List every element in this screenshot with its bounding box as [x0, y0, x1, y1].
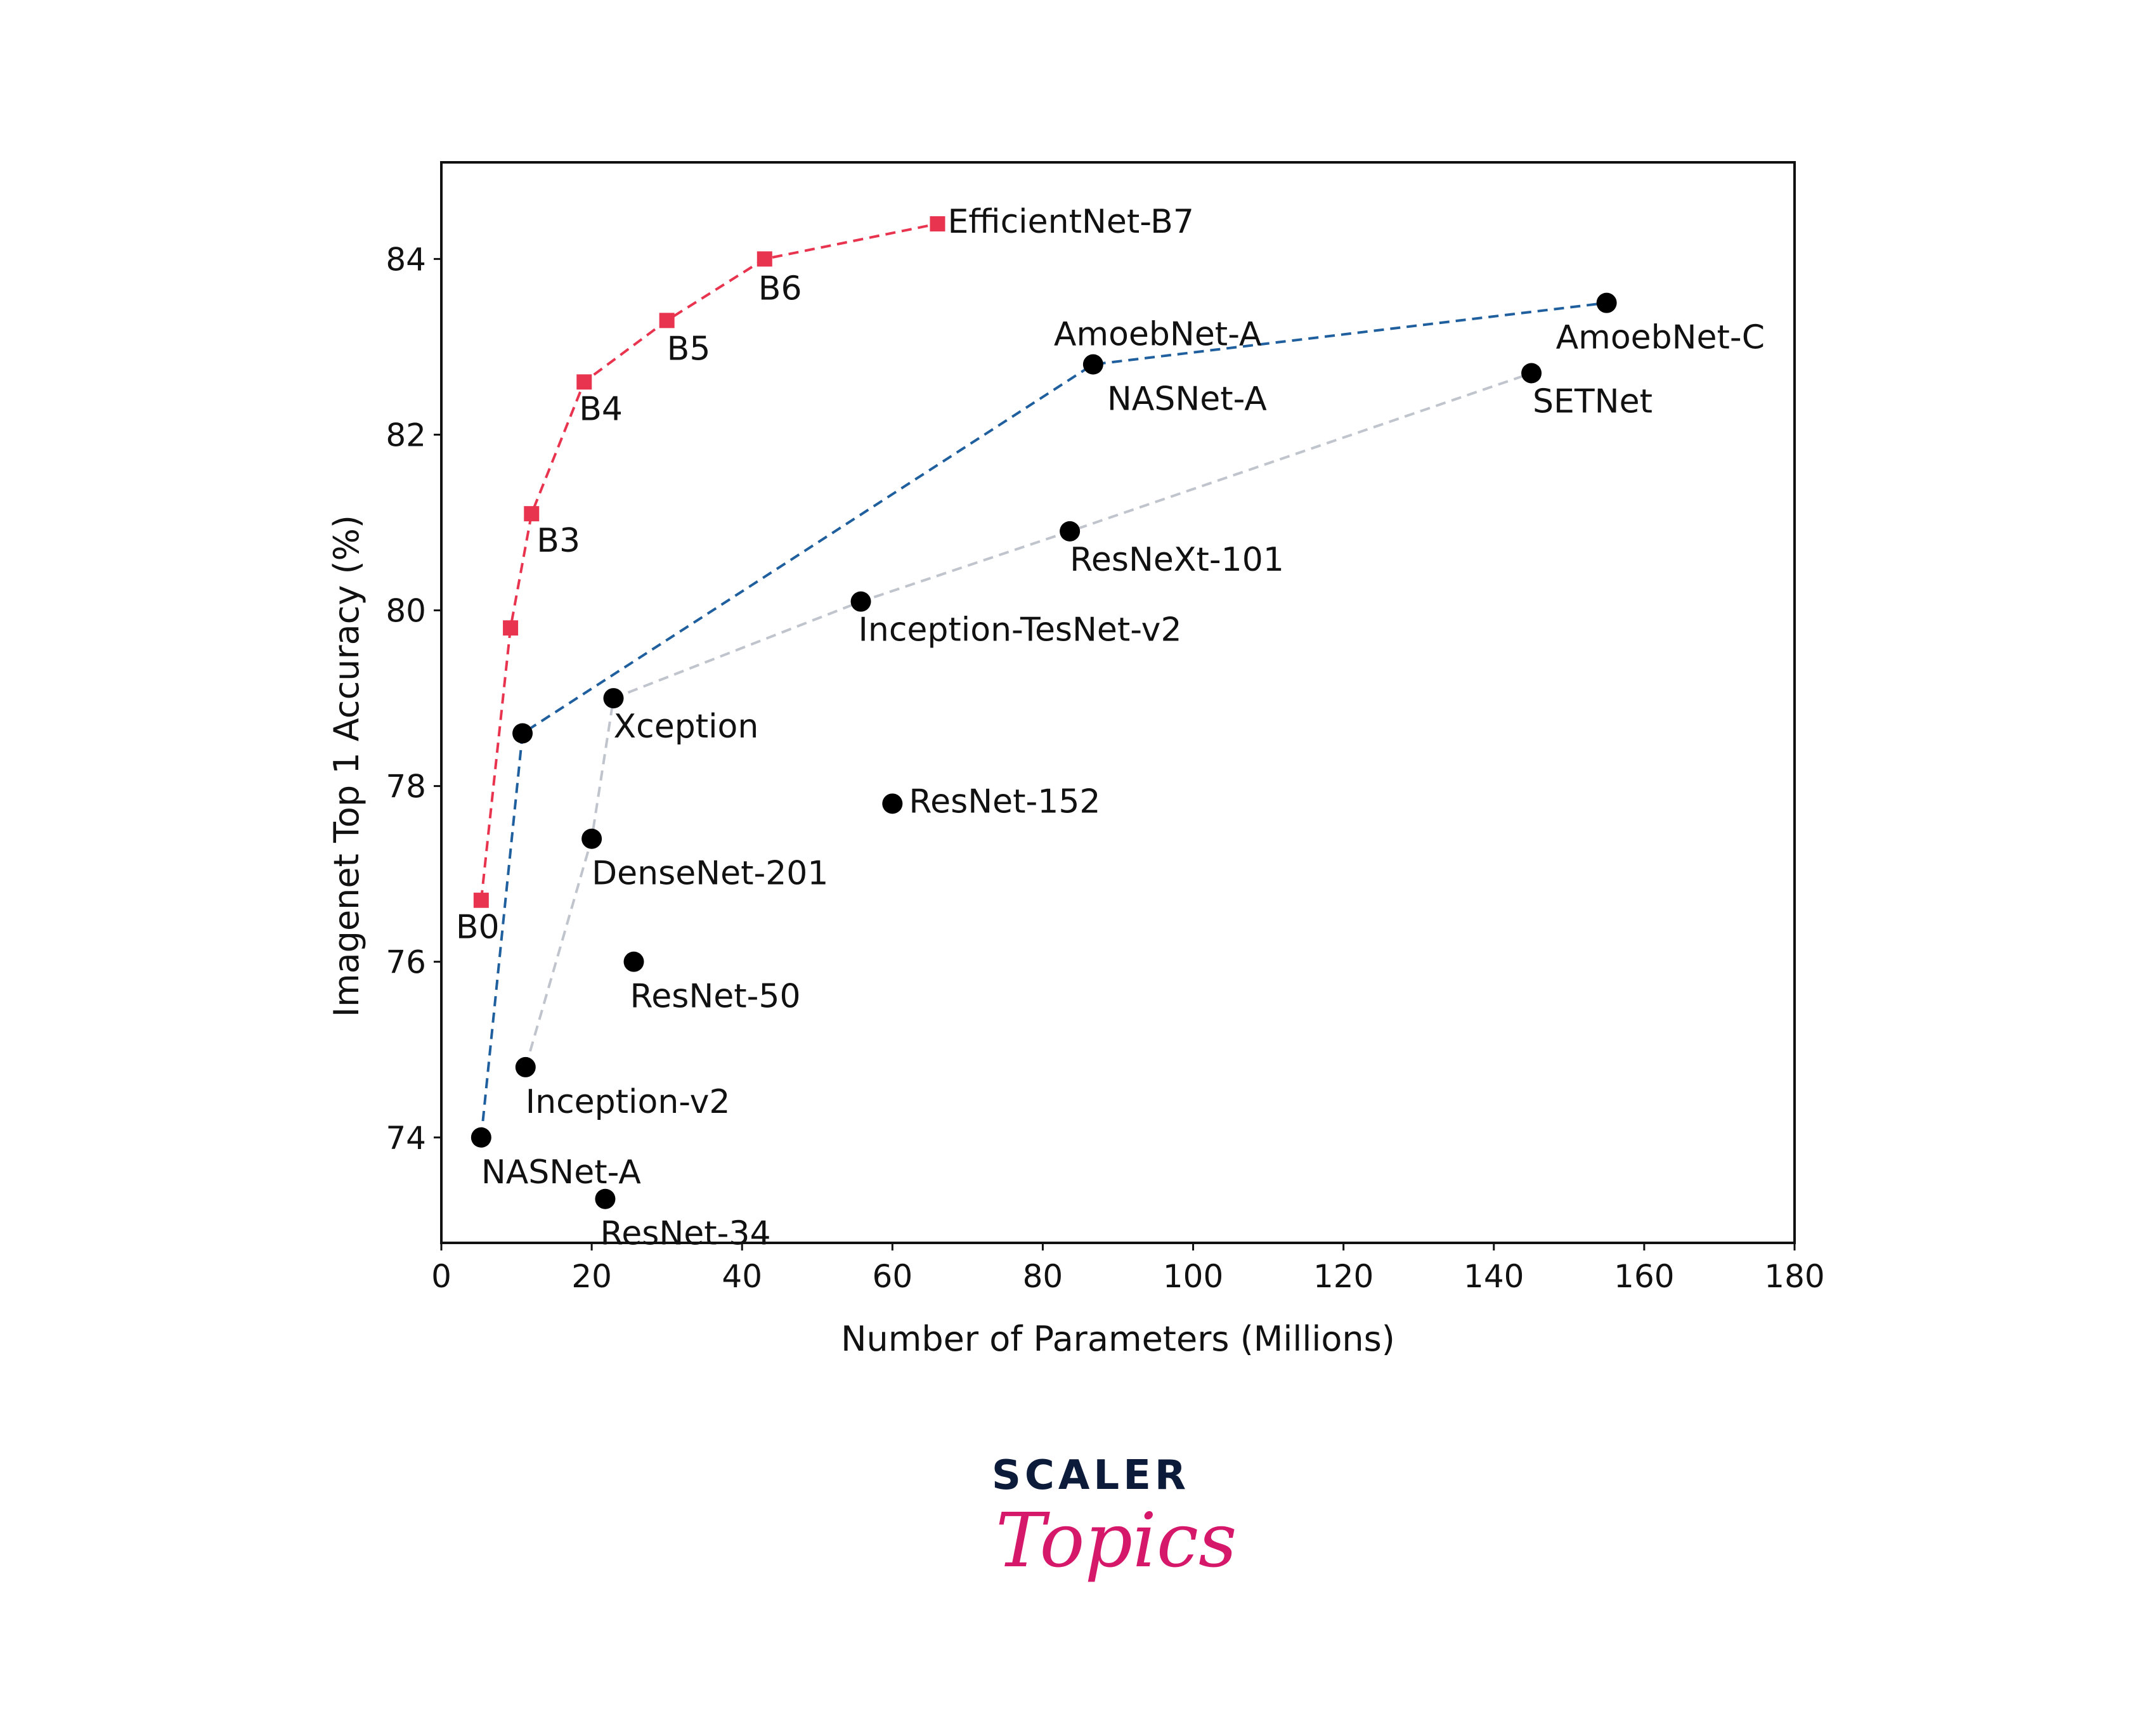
data-point-nas [1596, 292, 1617, 313]
y-axis-label: Imagenet Top 1 Accuracy (%) [327, 515, 367, 1017]
point-label: ResNeXt-101 [1070, 541, 1284, 579]
data-point-handcrafted [1521, 363, 1542, 384]
point-label: DenseNet-201 [592, 855, 828, 893]
series-line-nas [479, 301, 1607, 1138]
y-tick-label: 82 [386, 417, 426, 453]
point-label: Inception-TesNet-v2 [859, 611, 1182, 649]
data-point-efficientnet [930, 216, 945, 231]
point-label: ResNet-152 [909, 783, 1100, 821]
y-tick-label: 80 [386, 593, 426, 630]
data-point-efficientnet [473, 892, 489, 908]
point-label: NASNet-A [481, 1153, 641, 1192]
logo-scaler-text: SCALER [991, 1452, 1190, 1499]
data-point-efficientnet [757, 251, 772, 267]
point-label: B6 [758, 270, 802, 308]
data-point-nas [471, 1127, 491, 1148]
point-label: NASNet-A [1107, 380, 1267, 419]
data-point-handcrafted [515, 1056, 536, 1077]
point-label: Xception [613, 708, 758, 746]
x-tick-label: 100 [1163, 1258, 1223, 1295]
x-tick-label: 160 [1614, 1258, 1674, 1295]
point-label: B4 [579, 390, 623, 428]
scaler-topics-logo: SCALER Topics [989, 1452, 1237, 1642]
series-line-handcrafted [524, 372, 1532, 1068]
x-tick-label: 80 [1023, 1258, 1063, 1295]
point-label: B5 [667, 330, 711, 368]
point-label: Inception-v2 [526, 1083, 731, 1121]
data-point-efficientnet [503, 620, 519, 636]
x-tick-label: 0 [431, 1258, 451, 1295]
data-point-standalone [882, 793, 903, 814]
data-point-handcrafted [1060, 521, 1081, 542]
y-tick-label: 84 [386, 241, 426, 278]
point-label: ResNet-34 [600, 1215, 770, 1253]
data-point-handcrafted [850, 591, 871, 612]
data-point-handcrafted [603, 688, 624, 709]
y-tick-label: 78 [386, 769, 426, 805]
y-axis-ticks: 74 76 78 80 82 84 [386, 241, 441, 1157]
x-tick-label: 120 [1313, 1258, 1373, 1295]
point-label: AmoebNet-A [1054, 316, 1262, 354]
x-tick-label: 20 [571, 1258, 612, 1295]
point-labels: B0 B3 B4 B5 B6 EfficientNet-B7 NASNet-A NASNet-… [456, 203, 1765, 1253]
logo-topics-text: Topics [996, 1497, 1237, 1584]
x-tick-label: 40 [722, 1258, 762, 1295]
data-point-efficientnet [659, 313, 675, 328]
point-label: AmoebNet-C [1556, 319, 1765, 357]
x-tick-label: 180 [1764, 1258, 1824, 1295]
point-label: SETNet [1533, 382, 1653, 420]
data-point-efficientnet [524, 506, 540, 522]
x-tick-label: 60 [873, 1258, 913, 1295]
data-point-nas [512, 723, 533, 744]
point-label: EfficientNet-B7 [947, 203, 1193, 241]
y-tick-label: 74 [386, 1120, 426, 1157]
data-point-nas [1082, 354, 1103, 375]
point-label: B3 [536, 522, 580, 560]
x-axis-ticks: 0 20 40 60 80 100 120 140 160 180 [431, 1243, 1825, 1295]
series-markers [471, 216, 1617, 1209]
data-point-efficientnet [576, 374, 592, 390]
data-point-standalone [623, 951, 644, 972]
data-point-handcrafted [581, 828, 602, 849]
data-point-standalone [595, 1188, 616, 1209]
series-line-efficientnet [479, 223, 938, 900]
point-label: B0 [456, 909, 500, 947]
plot-area-frame [440, 161, 1796, 1244]
point-label: ResNet-50 [630, 978, 801, 1016]
y-tick-label: 76 [386, 944, 426, 981]
x-tick-label: 140 [1464, 1258, 1524, 1295]
x-axis-label: Number of Parameters (Millions) [841, 1319, 1395, 1359]
